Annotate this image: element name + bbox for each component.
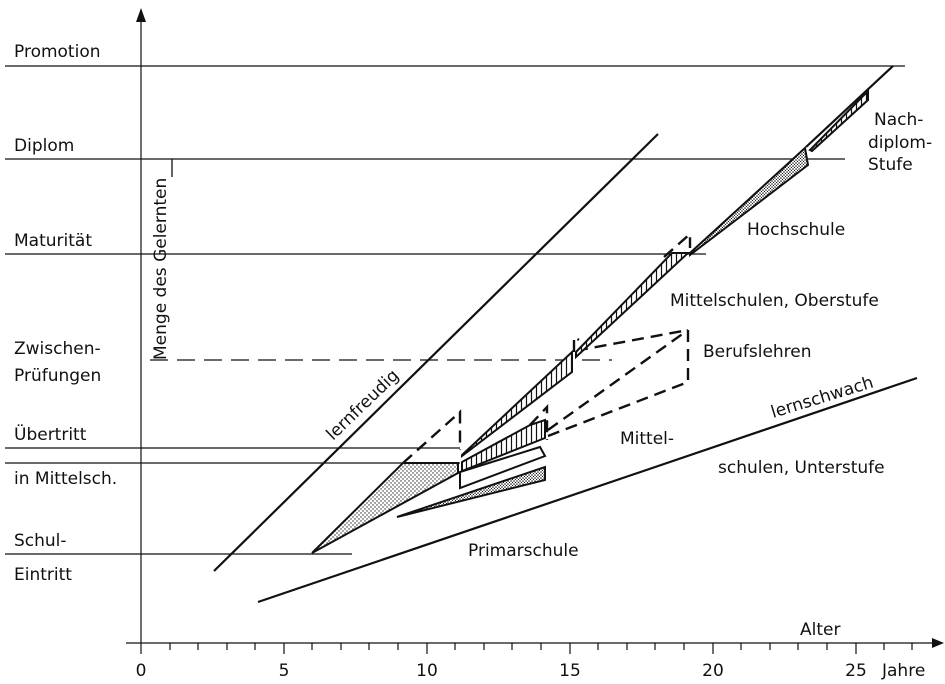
x-axis-title: Alter xyxy=(800,620,840,640)
region-label-diplom: diplom- xyxy=(868,133,932,153)
x-tick-label: 10 xyxy=(416,661,438,681)
lernschwach-line xyxy=(257,376,918,604)
level-label-eintritt: Eintritt xyxy=(14,565,72,585)
mittelschulen-oberstufe-band-2 xyxy=(575,252,691,360)
y-axis-title: Menge des Gelernten xyxy=(151,178,171,360)
lernfreudig-label: lernfreudig xyxy=(323,366,404,445)
region-label-mittel: Mittel- xyxy=(620,429,674,449)
region-label-mittelschulen-oberstufe: Mittelschulen, Oberstufe xyxy=(670,291,879,311)
level-label-uebertritt: Übertritt xyxy=(14,423,87,445)
lernfreudig-line xyxy=(213,133,659,572)
mittelschulen-unterstufe-band xyxy=(396,465,546,518)
uebertritt-dashed-flare xyxy=(402,409,462,464)
y-axis xyxy=(136,8,146,643)
region-label-schulen-unterstufe: schulen, Unterstufe xyxy=(718,458,885,478)
band-white-1 xyxy=(459,445,547,490)
region-label-nach: Nach- xyxy=(874,110,923,130)
region-label-berufslehren: Berufslehren xyxy=(703,342,812,362)
region-label-stufe: Stufe xyxy=(868,155,913,175)
level-label-schul: Schul- xyxy=(14,531,67,551)
berufslehren-dashed-flare-left xyxy=(529,403,549,440)
x-unit-label: Jahre xyxy=(881,661,925,681)
hatched-band-11-14 xyxy=(461,418,546,473)
x-tick-label: 25 xyxy=(845,661,867,681)
region-label-hochschule: Hochschule xyxy=(747,220,845,240)
level-label-diplom: Diplom xyxy=(14,136,74,156)
nachdiplom-band xyxy=(808,88,869,153)
x-tick-label: 0 xyxy=(136,661,147,681)
level-label-in-mittelsch: in Mittelsch. xyxy=(14,469,117,489)
level-label-promotion: Promotion xyxy=(14,42,101,62)
mittelschulen-oberstufe-band xyxy=(461,349,573,459)
x-tick-label: 15 xyxy=(559,661,581,681)
level-label-zwischen: Zwischen- xyxy=(14,339,101,359)
level-label-pruefungen: Prüfungen xyxy=(14,366,101,386)
level-label-maturitaet: Maturität xyxy=(14,231,92,251)
maturitaet-dashed-flare xyxy=(663,231,692,258)
x-axis xyxy=(126,638,944,654)
x-tick-label: 5 xyxy=(279,661,290,681)
nachdiplom-upper-edge xyxy=(805,65,894,148)
region-label-primarschule: Primarschule xyxy=(468,541,579,561)
primarschule-region xyxy=(311,462,459,554)
oberstufe-dashed-flare xyxy=(572,334,580,352)
hochschule-band xyxy=(689,146,810,258)
x-tick-label: 20 xyxy=(702,661,724,681)
berufslehren-dashed-region xyxy=(547,328,690,438)
